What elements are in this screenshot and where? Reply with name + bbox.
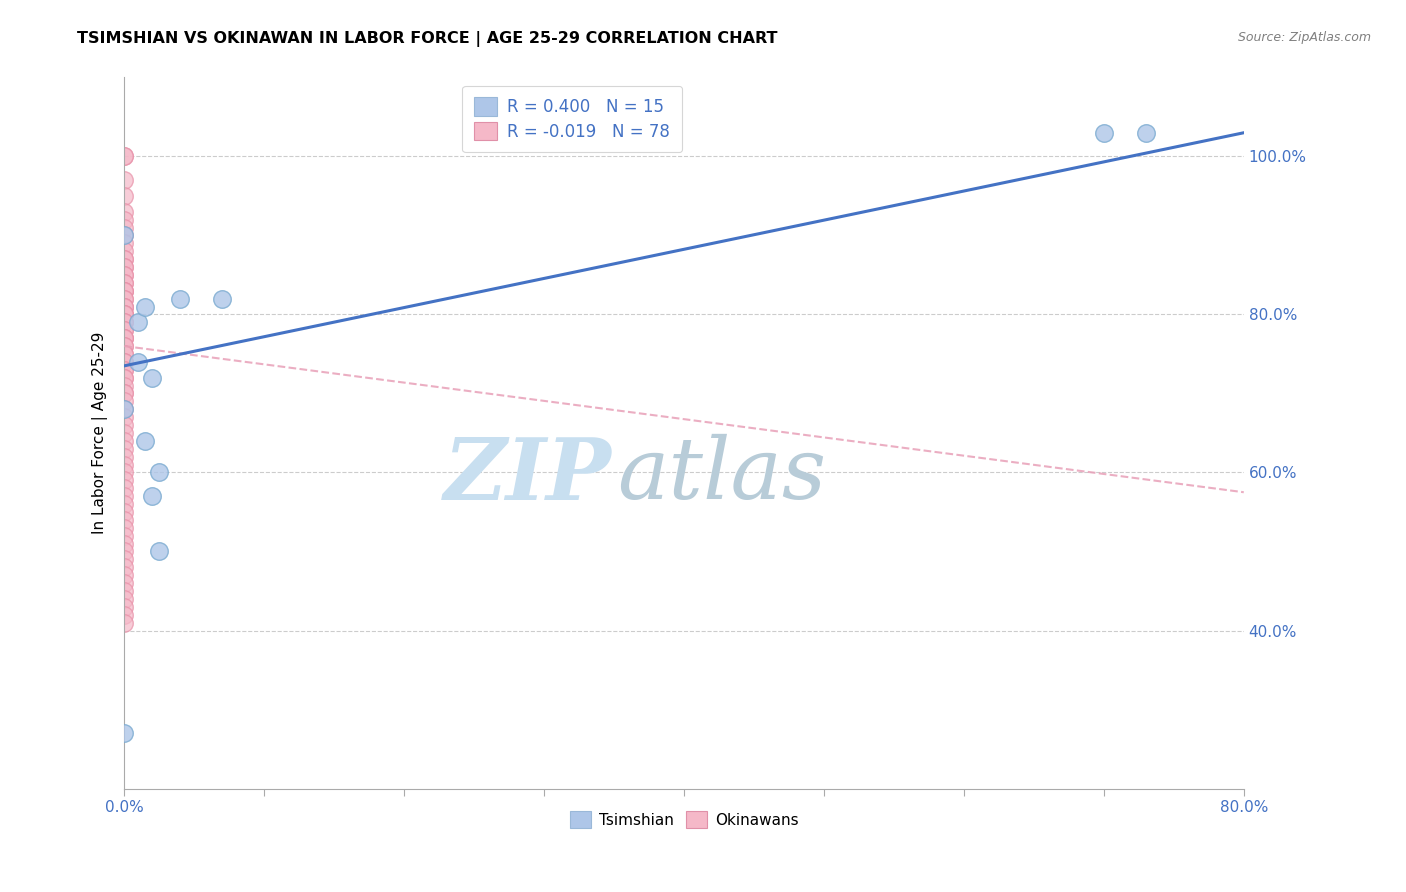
Point (112, 189, 135, 203)
Point (112, 300, 135, 314)
Point (112, 386, 135, 401)
Point (112, 276, 135, 290)
Y-axis label: In Labor Force | Age 25-29: In Labor Force | Age 25-29 (93, 332, 108, 534)
Point (112, 591, 135, 606)
Point (112, 599, 135, 614)
Text: TSIMSHIAN VS OKINAWAN IN LABOR FORCE | AGE 25-29 CORRELATION CHART: TSIMSHIAN VS OKINAWAN IN LABOR FORCE | A… (77, 31, 778, 47)
Point (112, 726, 135, 740)
Point (112, 481, 135, 495)
Point (112, 576, 135, 591)
Point (112, 355, 135, 369)
Point (211, 292, 233, 306)
Point (112, 378, 135, 392)
Point (112, 236, 135, 251)
Point (112, 529, 135, 543)
Point (112, 323, 135, 337)
Point (127, 355, 149, 369)
Point (112, 268, 135, 282)
Point (112, 521, 135, 535)
Point (112, 339, 135, 353)
Point (112, 339, 135, 353)
Point (112, 315, 135, 329)
Point (112, 418, 135, 433)
Point (112, 284, 135, 298)
Point (112, 489, 135, 503)
Point (112, 363, 135, 377)
Point (112, 474, 135, 488)
Point (112, 544, 135, 558)
Point (112, 268, 135, 282)
Point (112, 425, 135, 440)
Point (1092, 126, 1115, 140)
Point (112, 450, 135, 464)
Point (112, 442, 135, 456)
Point (112, 568, 135, 582)
Text: ZIP: ZIP (443, 434, 612, 517)
Point (112, 228, 135, 243)
Point (112, 284, 135, 298)
Point (134, 300, 156, 314)
Point (112, 292, 135, 306)
Point (112, 410, 135, 425)
Point (112, 149, 135, 163)
Point (112, 173, 135, 187)
Point (112, 355, 135, 369)
Point (112, 370, 135, 384)
Point (112, 560, 135, 574)
Point (112, 276, 135, 290)
Point (112, 244, 135, 259)
Point (112, 308, 135, 322)
Point (112, 505, 135, 519)
Point (112, 300, 135, 314)
Point (127, 315, 149, 329)
Point (112, 260, 135, 274)
Point (112, 394, 135, 409)
Point (169, 292, 191, 306)
Point (112, 204, 135, 219)
Point (112, 228, 135, 243)
Point (148, 544, 170, 558)
Point (112, 212, 135, 227)
Point (148, 466, 170, 480)
Point (112, 331, 135, 345)
Point (112, 347, 135, 361)
Point (1135, 126, 1157, 140)
Point (112, 363, 135, 377)
Point (141, 489, 163, 503)
Point (112, 300, 135, 314)
Point (112, 252, 135, 267)
Point (112, 615, 135, 630)
Point (112, 536, 135, 550)
Point (112, 434, 135, 448)
Point (112, 331, 135, 345)
Point (112, 386, 135, 401)
Point (112, 220, 135, 235)
Point (112, 315, 135, 329)
Point (112, 308, 135, 322)
Point (112, 402, 135, 417)
Text: atlas: atlas (617, 434, 825, 517)
Point (112, 466, 135, 480)
Point (112, 347, 135, 361)
Point (112, 497, 135, 511)
Point (112, 323, 135, 337)
Point (112, 513, 135, 527)
Point (112, 284, 135, 298)
Point (112, 370, 135, 384)
Point (112, 584, 135, 599)
Point (112, 331, 135, 345)
Point (134, 434, 156, 448)
Point (112, 292, 135, 306)
Point (112, 308, 135, 322)
Legend: Tsimshian, Okinawans: Tsimshian, Okinawans (564, 805, 804, 834)
Point (112, 552, 135, 566)
Text: Source: ZipAtlas.com: Source: ZipAtlas.com (1237, 31, 1371, 45)
Point (141, 370, 163, 384)
Point (112, 252, 135, 267)
Point (112, 260, 135, 274)
Point (112, 149, 135, 163)
Point (112, 458, 135, 472)
Point (112, 402, 135, 417)
Point (112, 607, 135, 622)
